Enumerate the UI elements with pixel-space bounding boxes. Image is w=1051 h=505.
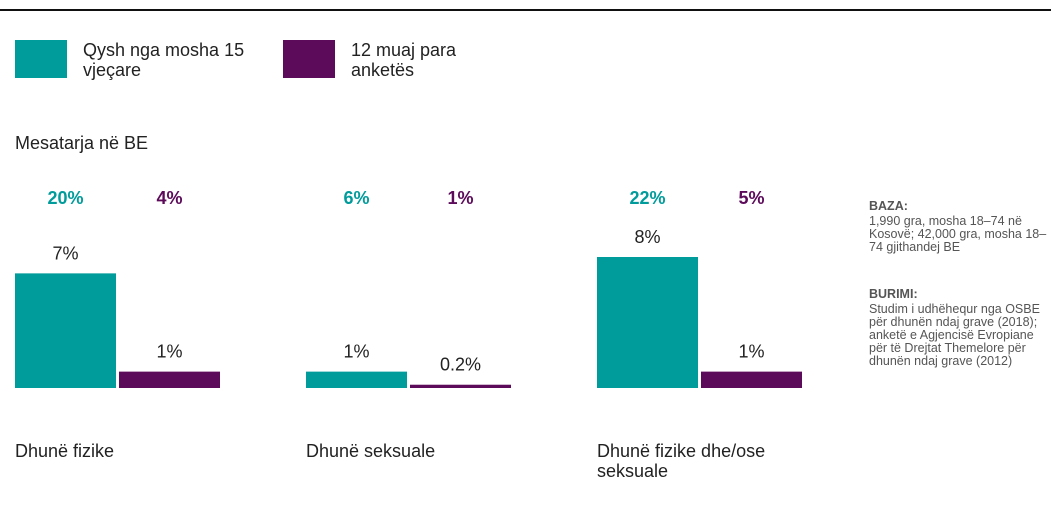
legend-swatch (15, 40, 67, 78)
bar (701, 371, 802, 388)
data-label: 1% (738, 342, 764, 362)
bar (119, 371, 220, 388)
bar (410, 384, 511, 388)
note-title: BAZA: (869, 199, 908, 213)
bar (15, 273, 116, 388)
category-label: Dhunë fizike dhe/ose seksuale (597, 441, 766, 481)
category-label: Dhunë seksuale (306, 441, 436, 461)
category-label: Dhunë fizike (15, 441, 115, 461)
data-label: 1% (156, 342, 182, 362)
bar (597, 257, 698, 388)
legend-label: 12 muaj para anketës (351, 40, 457, 80)
eu-average-title: Mesatarja në BE (15, 133, 149, 153)
eu-average-label: 6% (343, 188, 369, 208)
data-label: 0.2% (440, 355, 481, 375)
legend-label: Qysh nga mosha 15 vjeçare (83, 40, 245, 80)
data-label: 1% (343, 342, 369, 362)
note-text: Studim i udhëhequr nga OSBE për dhunën n… (869, 302, 1040, 368)
eu-average-label: 4% (156, 188, 182, 208)
note-text: 1,990 gra, mosha 18–74 në Kosovë; 42,000… (869, 214, 1047, 254)
note-title: BURIMI: (869, 287, 918, 301)
eu-average-label: 20% (47, 188, 83, 208)
bar (306, 371, 407, 388)
note: BURIMI: Studim i udhëhequr nga OSBE për d… (869, 288, 1049, 368)
eu-average-label: 22% (629, 188, 665, 208)
data-label: 7% (52, 243, 78, 263)
eu-average-label: 5% (738, 188, 764, 208)
note: BAZA: 1,990 gra, mosha 18–74 në Kosovë; 4… (869, 200, 1049, 254)
legend-swatch (283, 40, 335, 78)
data-label: 8% (634, 227, 660, 247)
eu-average-label: 1% (447, 188, 473, 208)
